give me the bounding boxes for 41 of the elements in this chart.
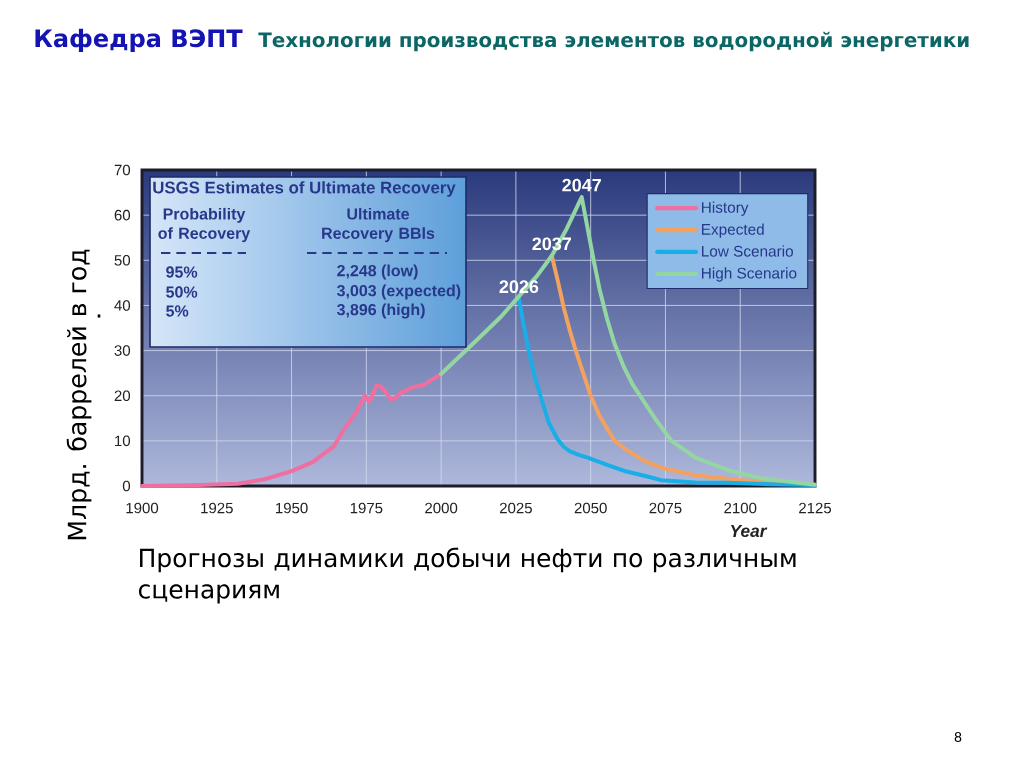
x-tick-label: 2025 bbox=[499, 502, 532, 514]
y-tick-label: 20 bbox=[114, 390, 131, 402]
x-axis-title: Year bbox=[731, 524, 768, 538]
x-tick-label: 1900 bbox=[126, 502, 159, 514]
x-tick-label: 1975 bbox=[350, 502, 383, 514]
y-tick-label: 30 bbox=[114, 345, 131, 356]
annotation: 50% bbox=[166, 286, 198, 298]
annotation: 3,896 (high) bbox=[336, 303, 425, 319]
annotation: 2,248 (low) bbox=[337, 264, 418, 280]
x-tick-label: 2100 bbox=[724, 502, 757, 514]
x-tick-label: 1925 bbox=[201, 502, 233, 514]
annotation: 95% bbox=[166, 266, 198, 278]
x-tick-label: 2125 bbox=[799, 502, 832, 514]
annotation: 2047 bbox=[562, 178, 601, 192]
legend-label: Low Scenario bbox=[702, 245, 793, 257]
x-tick-label: 1950 bbox=[276, 502, 308, 514]
x-tick-label: 2050 bbox=[574, 502, 607, 514]
text: . bbox=[97, 314, 101, 318]
x-tick-label: 2075 bbox=[649, 502, 682, 514]
legend-label: History bbox=[702, 201, 749, 216]
annotation: Probability of Recovery bbox=[158, 207, 251, 243]
text: 8 bbox=[954, 732, 962, 742]
annotation: 5% bbox=[166, 305, 189, 317]
x-tick-label: 2000 bbox=[425, 502, 458, 514]
y-tick-label: 70 bbox=[114, 164, 131, 176]
line-series bbox=[516, 296, 818, 488]
chart-title: Кафедра ВЭПТ bbox=[35, 28, 243, 52]
annotation: 3,003 (expected) bbox=[336, 284, 461, 300]
legend-label: High Scenario bbox=[702, 267, 797, 282]
annotation: Ultimate Recovery BBls bbox=[322, 207, 435, 243]
chart-subtitle: Технологии производства элементов водородной энергетики bbox=[258, 31, 969, 52]
legend-label: Expected bbox=[702, 223, 764, 238]
y-tick-label: 40 bbox=[114, 300, 131, 311]
line-series bbox=[140, 372, 444, 489]
y-tick-label: 50 bbox=[114, 254, 131, 266]
annotation: USGS Estimates of Ultimate Recovery bbox=[153, 181, 456, 197]
text: Прогнозы динамики добычи нефти по различным сценариям bbox=[138, 547, 796, 604]
y-tick-label: 0 bbox=[122, 480, 131, 492]
y-tick-label: 10 bbox=[115, 435, 131, 447]
y-axis-title: Млрд. баррелей в год bbox=[66, 249, 92, 540]
y-tick-label: 60 bbox=[114, 209, 131, 221]
